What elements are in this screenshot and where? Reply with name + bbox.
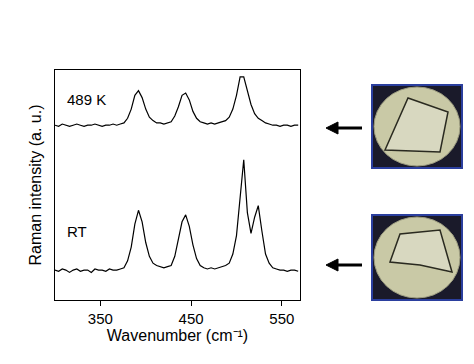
svg-text:550: 550 [269, 310, 294, 327]
svg-text:350: 350 [88, 310, 113, 327]
svg-text:450: 450 [179, 310, 204, 327]
svg-text:489 K: 489 K [67, 91, 106, 108]
svg-text:Wavenumber (cm⁻¹): Wavenumber (cm⁻¹) [107, 327, 248, 344]
svg-text:RT: RT [67, 223, 87, 240]
svg-text:Raman intensity (a. u.): Raman intensity (a. u.) [27, 105, 44, 266]
